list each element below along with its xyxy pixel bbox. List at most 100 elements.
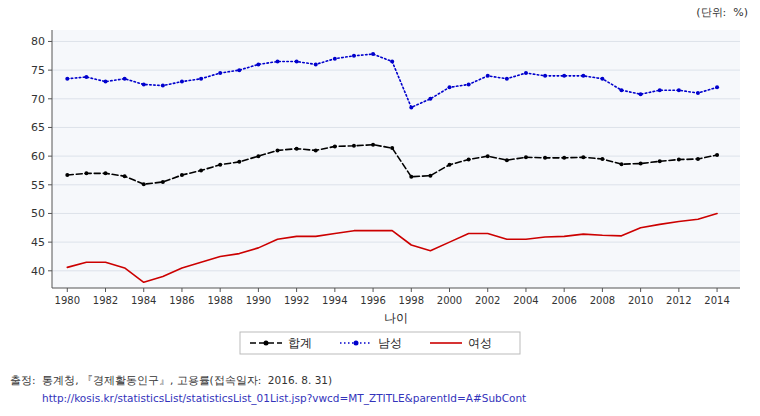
- point: [677, 158, 681, 162]
- tick-mark: [640, 288, 641, 292]
- tick-label: 75: [31, 64, 45, 77]
- point: [104, 80, 108, 84]
- point: [84, 171, 88, 175]
- tick-label: 1992: [284, 295, 309, 306]
- point: [467, 82, 471, 86]
- tick-mark: [67, 288, 68, 292]
- tick-label: 1982: [93, 295, 118, 306]
- point: [371, 52, 375, 56]
- point: [352, 54, 356, 58]
- tick-label: 40: [31, 265, 45, 278]
- tick-label: 1980: [55, 295, 80, 306]
- x-axis: 1980198219841986198819901992199419961998…: [55, 288, 730, 306]
- plot-area: [52, 30, 740, 288]
- tick-mark: [48, 70, 52, 71]
- tick-mark: [334, 288, 335, 292]
- tick-mark: [678, 288, 679, 292]
- tick-mark: [48, 41, 52, 42]
- point: [218, 163, 222, 167]
- point: [333, 144, 337, 148]
- point: [84, 75, 88, 79]
- grid-line: [52, 41, 740, 42]
- series-line: [67, 145, 717, 185]
- x-axis-label: 나이: [384, 311, 408, 325]
- point: [543, 74, 547, 78]
- tick-label: 70: [31, 93, 45, 106]
- tick-mark: [220, 288, 221, 292]
- tick-mark: [105, 288, 106, 292]
- tick-label: 55: [31, 179, 45, 192]
- legend-swatch: [430, 342, 462, 344]
- grid-line: [52, 184, 740, 185]
- point: [620, 88, 624, 92]
- point: [581, 155, 585, 159]
- grid-line: [52, 156, 740, 157]
- grid-line: [52, 98, 740, 99]
- tick-mark: [48, 156, 52, 157]
- tick-label: 65: [31, 121, 45, 134]
- point: [696, 157, 700, 161]
- tick-label: 2004: [513, 295, 538, 306]
- tick-mark: [373, 288, 374, 292]
- point: [409, 175, 413, 179]
- point: [256, 154, 260, 158]
- grid-line: [52, 270, 740, 271]
- point: [123, 77, 127, 81]
- y-axis: 40 45 50 55 60 65 70 75 80: [31, 35, 740, 277]
- point: [600, 77, 604, 81]
- point: [352, 144, 356, 148]
- point: [218, 71, 222, 75]
- point: [161, 180, 165, 184]
- tick-label: 80: [31, 35, 45, 48]
- tick-mark: [48, 213, 52, 214]
- legend-marker: [354, 341, 359, 346]
- series-line: [67, 54, 717, 107]
- point: [505, 77, 509, 81]
- point: [65, 173, 69, 177]
- point: [448, 163, 452, 167]
- point: [562, 156, 566, 160]
- point: [505, 158, 509, 162]
- point: [467, 158, 471, 162]
- point: [562, 74, 566, 78]
- point: [161, 84, 165, 88]
- chart: 4045505560657075801980198219841986198819…: [0, 0, 760, 416]
- tick-mark: [258, 288, 259, 292]
- tick-label: 2014: [704, 295, 729, 306]
- tick-label: 50: [31, 207, 45, 220]
- point: [390, 146, 394, 150]
- grid-line: [52, 127, 740, 128]
- point: [333, 57, 337, 61]
- point: [104, 171, 108, 175]
- grid-line: [52, 242, 740, 243]
- tick-mark: [296, 288, 297, 292]
- tick-label: 2010: [628, 295, 653, 306]
- tick-mark: [564, 288, 565, 292]
- point: [543, 156, 547, 160]
- tick-label: 60: [31, 150, 45, 163]
- grid-line: [52, 213, 740, 214]
- tick-mark: [143, 288, 144, 292]
- point: [237, 160, 241, 164]
- point: [677, 88, 681, 92]
- source-link: http://kosis.kr/statisticsList/statistic…: [42, 392, 526, 405]
- point: [448, 85, 452, 89]
- point: [600, 157, 604, 161]
- point: [428, 97, 432, 101]
- tick-mark: [411, 288, 412, 292]
- legend-box: [240, 332, 520, 354]
- tick-label: 1984: [131, 295, 156, 306]
- tick-label: 1986: [169, 295, 194, 306]
- point: [314, 62, 318, 66]
- point: [658, 88, 662, 92]
- point: [180, 80, 184, 84]
- point: [276, 60, 280, 64]
- legend-marker: [264, 341, 269, 346]
- point: [199, 168, 203, 172]
- tick-label: 45: [31, 236, 45, 249]
- point: [524, 155, 528, 159]
- tick-mark: [602, 288, 603, 292]
- point: [639, 92, 643, 96]
- tick-mark: [48, 127, 52, 128]
- point: [123, 174, 127, 178]
